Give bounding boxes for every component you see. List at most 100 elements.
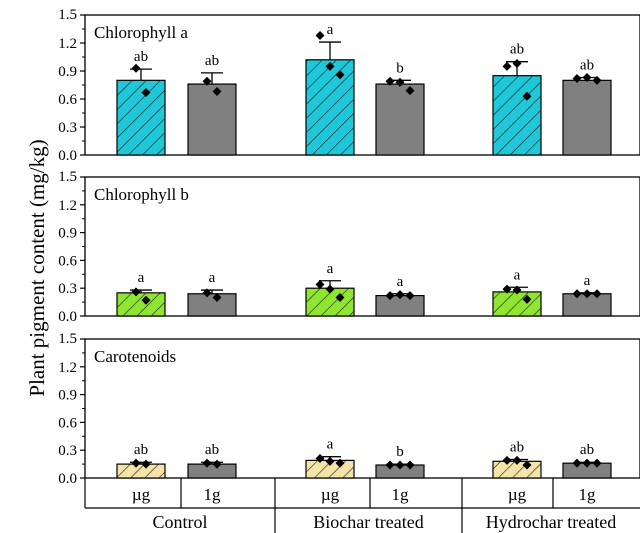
subcategory-label: µg [508,485,527,504]
panel-title: Carotenoids [94,347,176,366]
group-label: Hydrochar treated [486,512,616,532]
data-point [522,294,532,304]
bar [187,293,237,317]
y-tick-label: 0.9 [58,226,77,242]
subcategory-label: µg [132,485,151,504]
y-tick-label: 0.0 [58,471,77,487]
data-point [315,279,325,289]
data-point [395,77,405,87]
y-tick-label: 0.6 [58,92,77,108]
data-point [592,289,602,299]
data-point [385,76,395,86]
data-point [502,455,512,465]
bar-hatch [306,59,354,155]
data-point [385,460,395,470]
data-point [395,460,405,470]
panel-title: Chlorophyll a [94,23,188,42]
data-point [582,458,592,468]
y-axis-label: Plant pigment content (mg/kg) [25,139,49,396]
panel-2: 0.0 0.3 0.6 0.9 1.2 1.5 Chlorophyll b a a a a a a [58,169,640,325]
data-point [212,87,222,97]
significance-label: ab [134,442,148,458]
data-point [315,31,325,41]
data-point [592,458,602,468]
data-point [315,454,325,464]
group-label: Biochar treated [313,512,423,532]
data-point [131,287,141,297]
data-point [335,458,345,468]
panel-title: Chlorophyll b [94,185,189,204]
y-tick-label: 1.5 [58,169,77,185]
significance-label: ab [205,53,219,69]
data-point [502,61,512,71]
data-point [335,70,345,80]
data-point [131,458,141,468]
y-tick-label: 0.9 [58,64,77,80]
data-point [202,288,212,298]
data-point [325,456,335,466]
data-point [212,459,222,469]
data-point [572,289,582,299]
data-point [212,292,222,302]
significance-label: a [584,273,591,289]
significance-label: a [209,270,216,286]
data-point [405,86,415,96]
y-tick-label: 0.6 [58,253,77,269]
data-point [405,291,415,301]
y-tick-label: 1.5 [58,7,77,23]
data-point [572,73,582,83]
significance-label: a [327,437,334,453]
significance-label: ab [510,439,524,455]
data-point [335,292,345,302]
data-point [141,459,151,469]
data-point [202,458,212,468]
bar [375,83,425,156]
significance-label: b [396,444,404,460]
y-tick-label: 0.6 [58,415,77,431]
bar-hatch [493,75,541,155]
significance-label: ab [580,442,594,458]
significance-label: a [138,270,145,286]
bar-hatch [117,292,165,316]
data-point [325,284,335,294]
subcategory-label: 1g [579,485,597,504]
data-point [582,73,592,83]
bar-hatch [117,80,165,155]
y-tick-label: 0.0 [58,309,77,325]
data-point [141,295,151,305]
bar [187,463,237,479]
y-tick-label: 0.3 [58,120,77,136]
bar [562,79,612,156]
data-point [385,291,395,301]
bar-hatch [117,464,165,478]
subcategory-label: µg [321,485,340,504]
group-label: Control [152,512,207,532]
data-point [582,289,592,299]
data-point [512,59,522,69]
y-tick-label: 0.3 [58,443,77,459]
data-point [395,290,405,300]
significance-label: ab [134,49,148,65]
data-point [512,455,522,465]
y-tick-label: 1.2 [58,36,77,52]
y-tick-label: 0.9 [58,388,77,404]
data-point [592,75,602,85]
data-point [202,76,212,86]
y-tick-label: 0.0 [58,148,77,164]
significance-label: a [327,261,334,277]
subcategory-label: 1g [204,485,222,504]
subcategory-label: 1g [392,485,410,504]
y-tick-label: 1.5 [58,331,77,347]
data-point [502,284,512,294]
data-point [405,460,415,470]
significance-label: b [396,60,404,76]
data-point [522,91,532,101]
data-point [522,460,532,470]
bar-hatch [493,291,541,316]
y-tick-label: 1.2 [58,360,77,376]
significance-label: a [514,267,521,283]
